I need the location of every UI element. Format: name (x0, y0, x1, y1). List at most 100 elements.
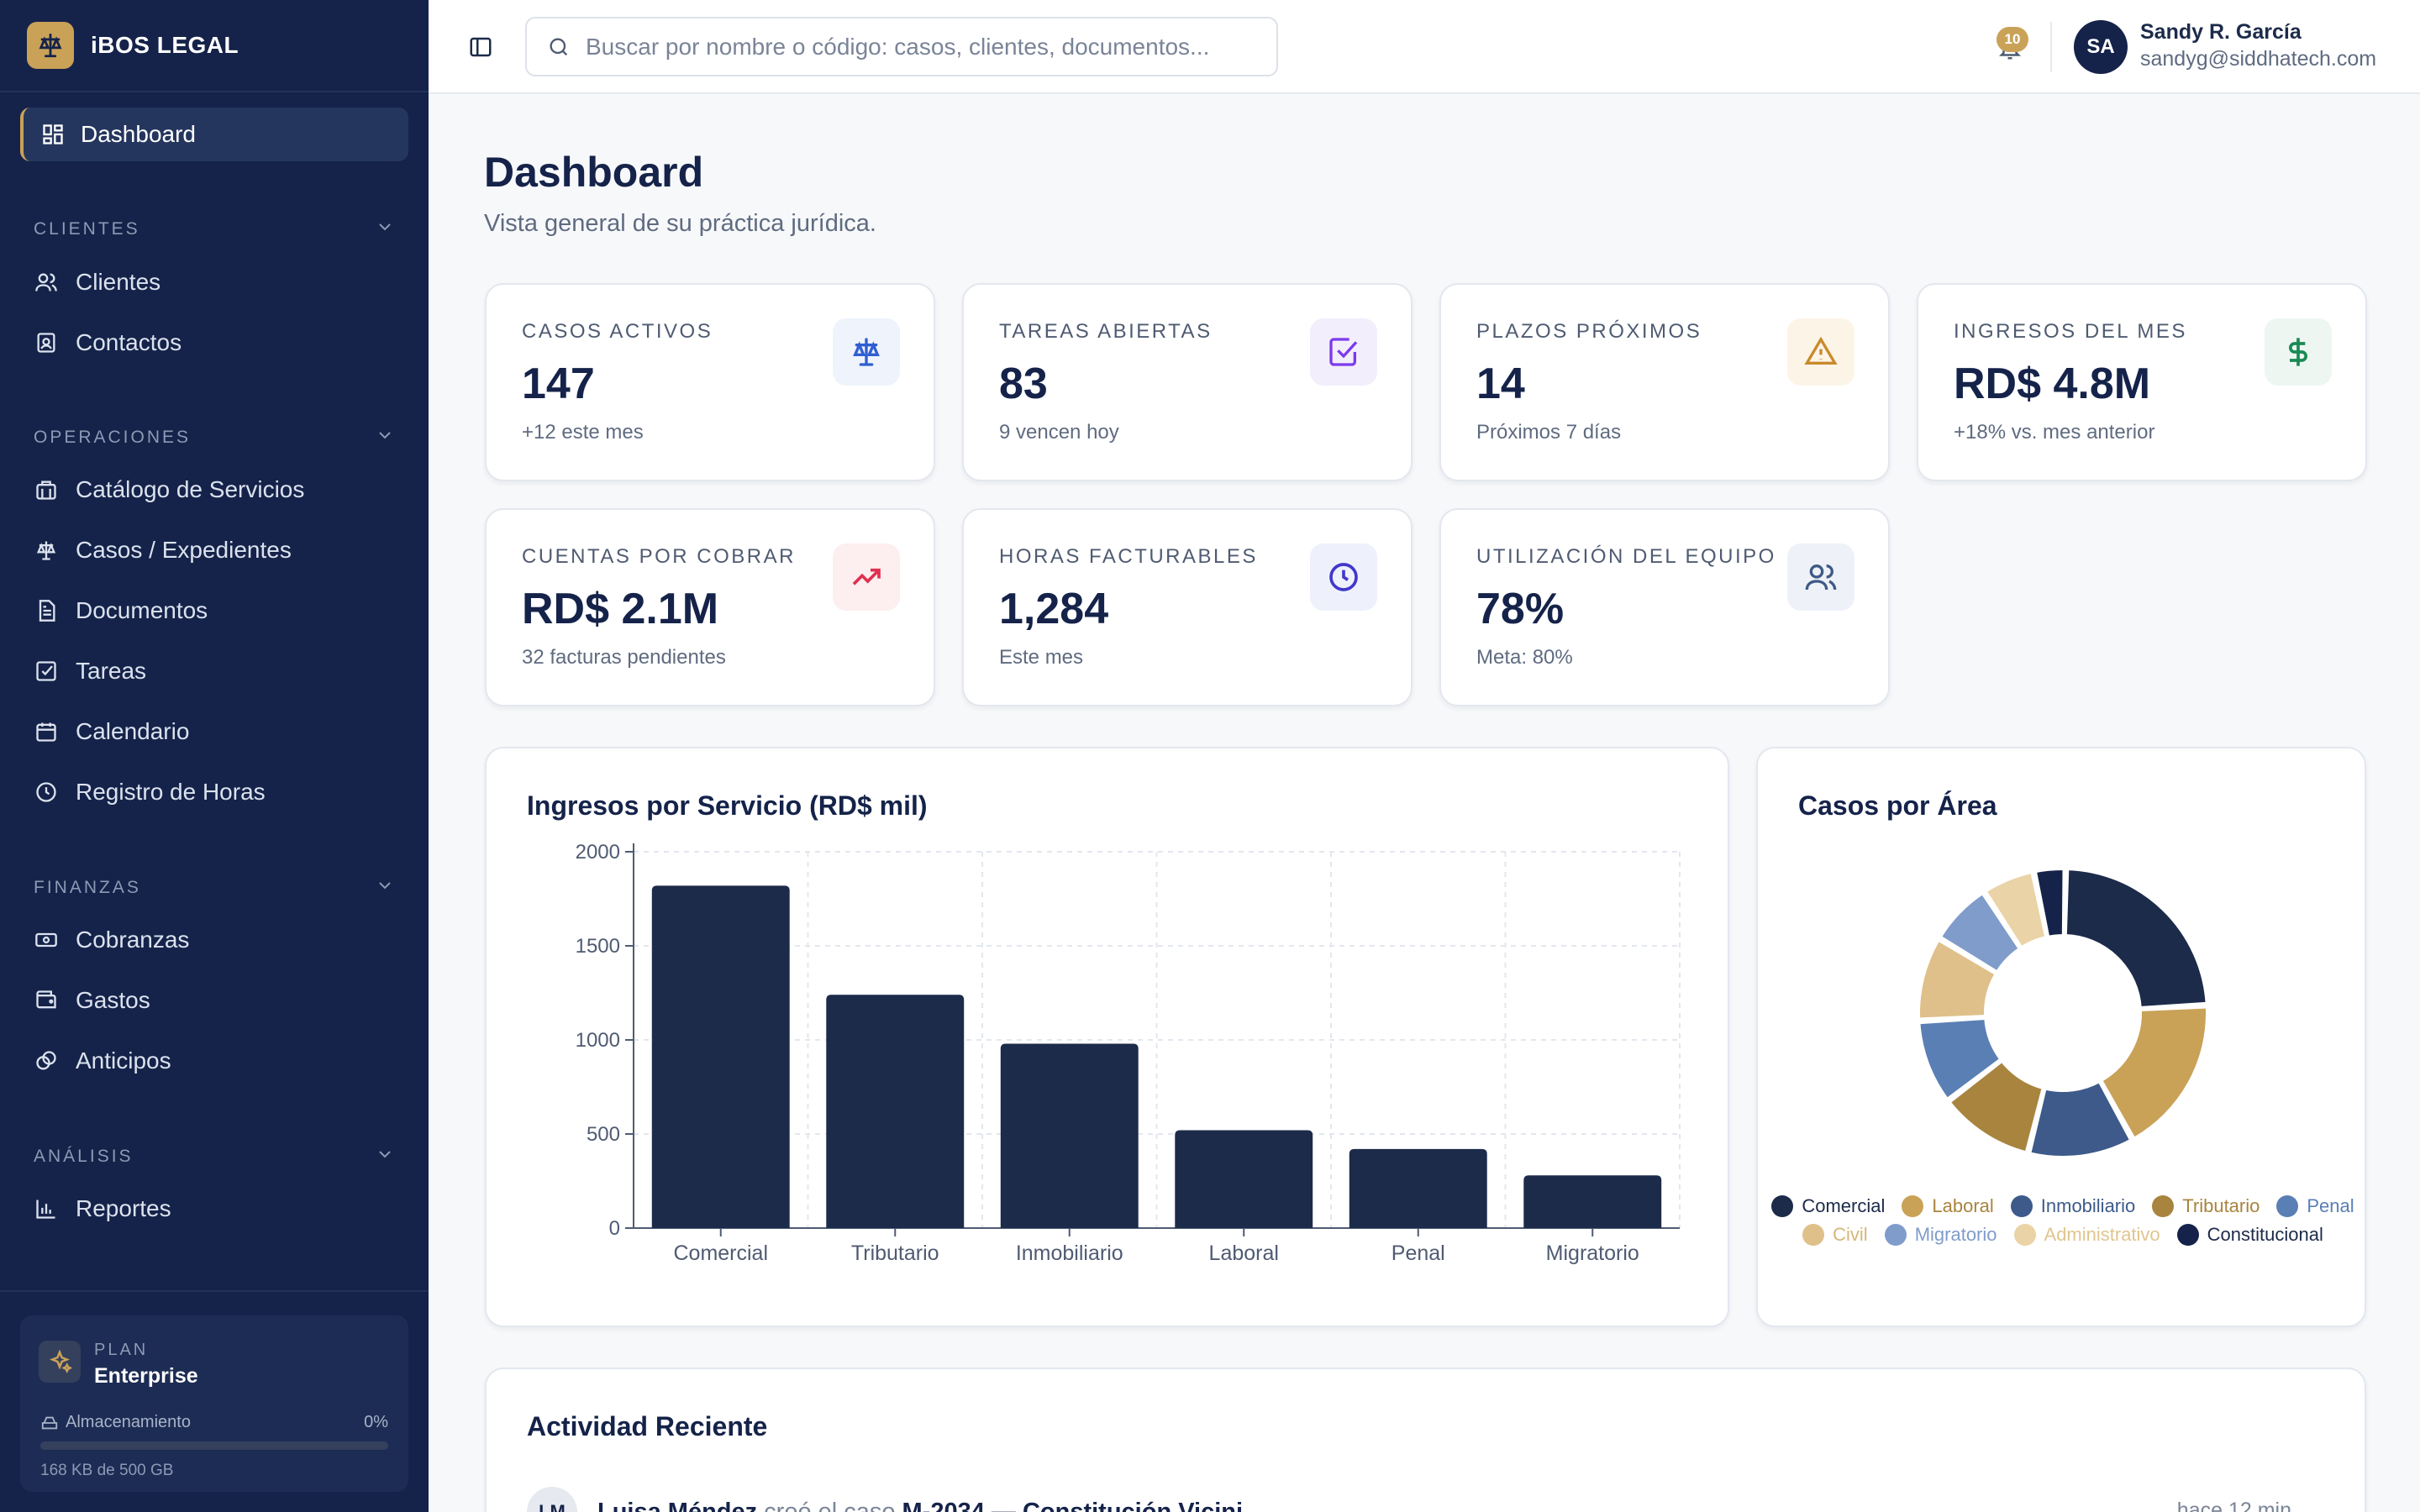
sidebar-item-gastos[interactable]: Gastos (34, 977, 403, 1024)
stat-value: 147 (522, 360, 595, 408)
sidebar-item-contactos[interactable]: Contactos (34, 319, 403, 366)
y-tick-label: 1000 (576, 1029, 620, 1052)
sidebar-item-label: Gastos (76, 987, 150, 1013)
stat-subtext: Meta: 80% (1476, 646, 1573, 669)
stat-card-utilizacion-equipo[interactable]: UTILIZACIÓN DEL EQUIPO 78% Meta: 80% (1439, 508, 1890, 706)
activity-user: Luisa Méndez (597, 1498, 758, 1512)
brand[interactable]: iBOS LEGAL (0, 0, 429, 92)
user-name[interactable]: Sandy R. García (2140, 20, 2302, 44)
sidebar-item-dashboard[interactable]: Dashboard (20, 108, 408, 161)
sidebar-item-reportes[interactable]: Reportes (34, 1185, 403, 1232)
scale-icon (27, 22, 74, 69)
stat-value: RD$ 2.1M (522, 585, 719, 633)
legend-item[interactable]: Migratorio (1884, 1224, 1997, 1246)
avatar: LM (527, 1487, 577, 1512)
stat-card-ingresos-mes[interactable]: INGRESOS DEL MES RD$ 4.8M +18% vs. mes a… (1917, 283, 2367, 481)
section-analisis[interactable]: ANÁLISIS (34, 1144, 395, 1169)
stat-subtext: +18% vs. mes anterior (1954, 421, 2155, 444)
sidebar-item-label: Registro de Horas (76, 779, 266, 805)
legend-swatch (1902, 1195, 1924, 1217)
legend-item[interactable]: Penal (2276, 1195, 2354, 1217)
x-tick-label: Migratorio (1546, 1242, 1639, 1265)
section-operaciones[interactable]: OPERACIONES (34, 425, 395, 450)
activity-target[interactable]: M-2034 — Constitución Vicini (902, 1498, 1244, 1512)
sidebar-item-cobranzas[interactable]: Cobranzas (34, 916, 403, 963)
search-box[interactable] (525, 17, 1278, 76)
stat-value: 78% (1476, 585, 1565, 633)
sidebar-item-calendario[interactable]: Calendario (34, 708, 403, 755)
clock-icon (1310, 543, 1377, 611)
stat-subtext: +12 este mes (522, 421, 644, 444)
stat-label: TAREAS ABIERTAS (999, 320, 1213, 343)
legend-swatch (1771, 1195, 1794, 1217)
dollar-icon (2265, 318, 2332, 386)
x-tick-label: Comercial (673, 1242, 768, 1265)
activity-time: hace 12 min (2176, 1499, 2291, 1512)
stat-card-tareas-abiertas[interactable]: TAREAS ABIERTAS 83 9 vencen hoy (962, 283, 1413, 481)
sidebar-item-casos[interactable]: Casos / Expedientes (34, 527, 403, 574)
chevron-down-icon (375, 875, 395, 900)
stat-card-cuentas-cobrar[interactable]: CUENTAS POR COBRAR RD$ 2.1M 32 facturas … (485, 508, 935, 706)
storage-row: Almacenamiento 0% (40, 1413, 388, 1432)
search-icon (547, 35, 571, 59)
y-tick-label: 1500 (576, 935, 620, 958)
y-tick-label: 500 (587, 1123, 620, 1146)
legend-label: Laboral (1932, 1195, 1994, 1216)
x-tick-label: Penal (1392, 1242, 1445, 1265)
stat-subtext: Próximos 7 días (1476, 421, 1622, 444)
section-clientes[interactable]: CLIENTES (34, 217, 395, 242)
slice-tributario (1946, 1058, 2046, 1155)
sidebar-item-tareas[interactable]: Tareas (34, 648, 403, 695)
section-finanzas[interactable]: FINANZAS (34, 875, 395, 900)
bar-laboral (1175, 1130, 1313, 1228)
sidebar-item-registro-horas[interactable]: Registro de Horas (34, 769, 403, 816)
legend-item[interactable]: Civil (1802, 1224, 1868, 1246)
slice-constitucional (2033, 867, 2066, 940)
clock-icon (34, 780, 59, 805)
section-title: OPERACIONES (34, 428, 192, 447)
sidebar-item-label: Tareas (76, 658, 147, 684)
user-email: sandyg@siddhatech.com (2140, 47, 2377, 71)
storage-label: Almacenamiento (66, 1413, 191, 1431)
sidebar-item-catalogo[interactable]: Catálogo de Servicios (34, 466, 403, 513)
stat-card-horas-facturables[interactable]: HORAS FACTURABLES 1,284 Este mes (962, 508, 1413, 706)
slice-penal (1917, 1016, 2004, 1102)
bar-chart: 0 500 1000 1500 2000 Comercial Tributario Inmob… (576, 841, 1681, 1265)
legend-swatch (2176, 1224, 2199, 1246)
contact-card-icon (34, 330, 59, 355)
sidebar-item-anticipos[interactable]: Anticipos (34, 1037, 403, 1084)
slice-comercial (2063, 867, 2209, 1011)
stat-card-casos-activos[interactable]: CASOS ACTIVOS 147 +12 este mes (485, 283, 935, 481)
storage-progress-bar (40, 1441, 388, 1450)
topbar: 10 SA Sandy R. García sandyg@siddhatech.… (429, 0, 2420, 94)
legend-label: Comercial (1802, 1195, 1886, 1216)
sidebar-item-label: Anticipos (76, 1047, 171, 1074)
legend-item[interactable]: Tributario (2152, 1195, 2260, 1217)
legend-item[interactable]: Laboral (1902, 1195, 1994, 1217)
activity-item[interactable]: LM Luisa Méndez creó el caso M-2034 — Co… (527, 1487, 2291, 1512)
legend-item[interactable]: Constitucional (2176, 1224, 2323, 1246)
sidebar-item-documentos[interactable]: Documentos (34, 587, 403, 634)
sidebar-item-clientes[interactable]: Clientes (34, 259, 403, 306)
y-tick-label: 2000 (576, 841, 620, 864)
stat-card-plazos-proximos[interactable]: PLAZOS PRÓXIMOS 14 Próximos 7 días (1439, 283, 1890, 481)
wallet-icon (34, 988, 59, 1013)
avatar[interactable]: SA (2074, 20, 2128, 74)
legend-swatch (2276, 1195, 2299, 1217)
search-input[interactable] (586, 33, 1258, 60)
sidebar-toggle-icon[interactable] (464, 30, 497, 64)
grid-icon (40, 122, 66, 147)
legend-item[interactable]: Administrativo (2013, 1224, 2160, 1246)
legend-swatch (2010, 1195, 2033, 1217)
sidebar-footer: PLAN Enterprise Almacenamiento 0% 168 KB… (0, 1290, 429, 1512)
legend-item[interactable]: Comercial (1771, 1195, 1885, 1217)
sidebar-item-label: Calendario (76, 718, 190, 744)
chart-legend: Comercial Laboral Inmobiliario Tributario Pe… (1758, 1195, 2368, 1246)
stat-label: UTILIZACIÓN DEL EQUIPO (1476, 545, 1776, 568)
sidebar-item-label: Dashboard (81, 121, 196, 147)
section-title: FINANZAS (34, 878, 141, 897)
scale-icon (34, 538, 59, 563)
legend-item[interactable]: Inmobiliario (2010, 1195, 2135, 1217)
plan-card[interactable]: PLAN Enterprise Almacenamiento 0% 168 KB… (20, 1315, 408, 1492)
slice-migratorio (1938, 890, 2023, 975)
